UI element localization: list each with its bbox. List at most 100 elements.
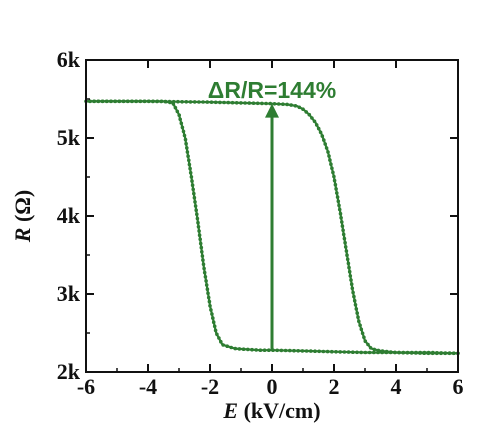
series-2-marker [330,166,334,171]
series-2-marker [146,99,151,104]
series-1-marker [180,125,185,130]
series-2-marker [125,99,130,104]
series-2-marker [247,101,252,105]
series-2-marker [304,110,309,114]
series-1-marker [283,348,288,353]
series-1-marker [173,105,178,110]
series-2-marker [331,170,335,175]
series-1-marker [197,229,201,233]
series-1-marker [191,187,195,192]
series-2-marker [171,99,176,104]
axes [85,59,459,373]
series-2-marker [397,350,402,355]
series-1-marker [204,283,209,287]
series-2-marker [339,216,343,220]
series-2-marker [163,99,168,104]
series-2-marker [368,346,373,350]
series-1-marker [192,195,197,200]
series-1-marker [182,133,187,138]
series-2-marker [341,228,345,233]
series-2-marker [314,123,319,127]
series-2-marker [180,100,184,104]
series-2-marker [345,253,349,257]
series-2-marker [352,298,357,303]
series-1-marker [288,348,292,353]
series-2-marker [281,102,285,106]
series-2-marker [439,351,444,355]
y-tick-label: 4k [57,203,81,228]
x-axis-title: E (kV/cm) [222,398,320,423]
series-2-marker [129,99,134,104]
series-1-marker [219,339,223,344]
series-2-marker [318,130,323,135]
series-2-marker [405,350,410,355]
series-2-marker [328,158,332,162]
series-1-marker [296,349,301,353]
series-2-marker [243,101,247,105]
series-2-marker [92,99,96,104]
series-1-marker [196,225,201,229]
series-1-marker [367,350,372,355]
series-1-marker [196,220,200,225]
series-1-marker [237,347,242,351]
series-1-marker [212,324,217,329]
series-2-marker [167,99,172,104]
y-axis-title: R (Ω) [10,190,35,243]
series-1-marker [202,270,207,275]
series-1-marker [254,348,258,352]
series-2-marker [226,100,231,105]
series-2-marker [293,104,298,108]
series-1-marker [317,349,322,354]
series-1-marker [363,350,368,355]
series-2-marker [264,101,268,106]
series-2-marker [320,134,325,138]
series-1-marker [178,117,182,122]
series-2-marker [342,236,347,241]
series-2-marker [209,100,214,104]
series-1-marker [334,350,338,354]
series-2-marker [205,100,210,104]
series-1-marker [198,241,203,246]
series-2-marker [289,103,294,107]
series-2-marker [355,311,360,315]
series-2-marker [343,245,348,249]
series-1-marker [325,349,330,354]
y-tick-label: 6k [57,47,81,72]
y-tick-label: 5k [57,125,81,150]
series-1-marker [179,121,184,126]
series-1-marker [258,348,263,353]
series-2-marker [349,282,354,287]
series-2-marker [384,349,389,354]
series-2-marker [276,102,281,106]
series-1-marker [355,350,359,355]
series-2-marker [410,350,414,355]
y-axis-symbol: R [10,228,35,244]
series-2-marker [234,101,239,105]
series-1-marker [181,129,186,134]
series-2-marker [96,99,100,104]
y-axis-unit: (Ω) [10,190,35,228]
series-2-marker [297,105,302,110]
series-1-marker [202,266,206,271]
series-2-marker [329,162,333,166]
series-1-marker [342,350,347,354]
series-2-marker [344,249,349,253]
series-2-marker [108,99,113,104]
series-2-marker [358,323,362,328]
series-2-marker [418,350,423,355]
series-2-marker [332,178,337,183]
x-tick-label: -4 [139,374,157,399]
x-axis-symbol: E [222,398,238,423]
series-2-marker [239,101,243,105]
series-2-marker [351,290,355,295]
series-1-marker [190,179,194,183]
series-2-marker [197,100,201,104]
series-2-marker [251,101,256,105]
series-1-marker [267,348,271,353]
series-2-marker [447,351,452,355]
series-1-marker [372,350,376,355]
series-1-marker [199,245,204,250]
series-2-marker [301,107,305,111]
series-1-marker [188,171,193,175]
y-tick-label: 2k [57,359,81,384]
